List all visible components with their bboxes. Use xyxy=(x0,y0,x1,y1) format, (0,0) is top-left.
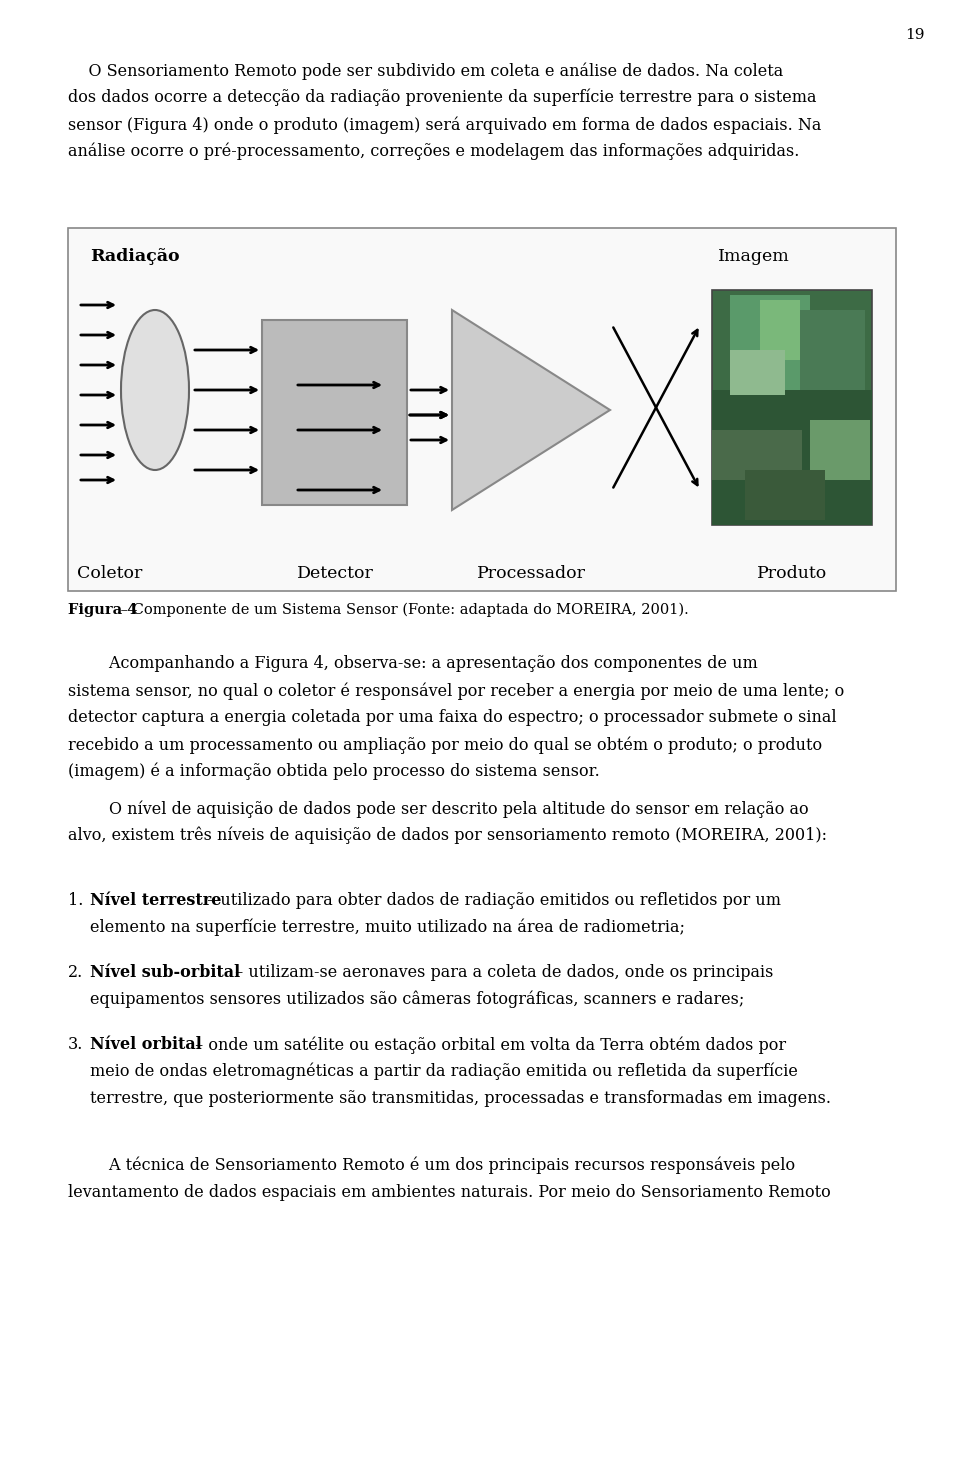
Text: 1.: 1. xyxy=(68,892,84,910)
Text: 2.: 2. xyxy=(68,965,84,981)
Bar xyxy=(800,310,865,390)
Text: terrestre, que posteriormente são transmitidas, processadas e transformadas em i: terrestre, que posteriormente são transm… xyxy=(90,1091,831,1107)
Text: Nível terrestre: Nível terrestre xyxy=(90,892,222,910)
Text: Nível sub-orbital: Nível sub-orbital xyxy=(90,965,240,981)
Text: Figura 4: Figura 4 xyxy=(68,603,137,617)
Text: Radiação: Radiação xyxy=(90,248,180,266)
Text: dos dados ocorre a detecção da radiação proveniente da superfície terrestre para: dos dados ocorre a detecção da radiação … xyxy=(68,89,817,107)
Text: sistema sensor, no qual o coletor é responsável por receber a energia por meio d: sistema sensor, no qual o coletor é resp… xyxy=(68,683,844,699)
Text: Imagem: Imagem xyxy=(718,248,790,266)
Text: levantamento de dados espaciais em ambientes naturais. Por meio do Sensoriamento: levantamento de dados espaciais em ambie… xyxy=(68,1184,830,1201)
Text: equipamentos sensores utilizados são câmeras fotográficas, scanners e radares;: equipamentos sensores utilizados são câm… xyxy=(90,991,744,1009)
Text: sensor (Figura 4) onde o produto (imagem) será arquivado em forma de dados espac: sensor (Figura 4) onde o produto (imagem… xyxy=(68,116,822,134)
Text: meio de ondas eletromagnéticas a partir da radiação emitida ou refletida da supe: meio de ondas eletromagnéticas a partir … xyxy=(90,1063,798,1080)
Text: O Sensoriamento Remoto pode ser subdivido em coleta e análise de dados. Na colet: O Sensoriamento Remoto pode ser subdivid… xyxy=(68,62,783,80)
Text: 19: 19 xyxy=(905,28,924,42)
Text: – Componente de um Sistema Sensor (Fonte: adaptada do MOREIRA, 2001).: – Componente de um Sistema Sensor (Fonte… xyxy=(116,603,688,617)
Text: Produto: Produto xyxy=(756,565,828,582)
Text: A técnica de Sensoriamento Remoto é um dos principais recursos responsáveis pelo: A técnica de Sensoriamento Remoto é um d… xyxy=(68,1158,795,1174)
Bar xyxy=(730,350,785,395)
Text: (imagem) é a informação obtida pelo processo do sistema sensor.: (imagem) é a informação obtida pelo proc… xyxy=(68,763,600,781)
Text: – onde um satélite ou estação orbital em volta da Terra obtém dados por: – onde um satélite ou estação orbital em… xyxy=(190,1036,786,1054)
Bar xyxy=(760,300,800,361)
Text: Nível orbital: Nível orbital xyxy=(90,1036,202,1054)
Text: elemento na superfície terrestre, muito utilizado na área de radiometria;: elemento na superfície terrestre, muito … xyxy=(90,919,685,936)
Text: alvo, existem três níveis de aquisição de dados por sensoriamento remoto (MOREIR: alvo, existem três níveis de aquisição d… xyxy=(68,827,827,844)
Bar xyxy=(745,470,825,519)
Bar xyxy=(712,430,802,479)
Text: – utilizam-se aeronaves para a coleta de dados, onde os principais: – utilizam-se aeronaves para a coleta de… xyxy=(230,965,774,981)
Text: Coletor: Coletor xyxy=(78,565,143,582)
Text: análise ocorre o pré-processamento, correções e modelagem das informações adquir: análise ocorre o pré-processamento, corr… xyxy=(68,142,800,160)
Text: – utilizado para obter dados de radiação emitidos ou refletidos por um: – utilizado para obter dados de radiação… xyxy=(202,892,781,910)
Text: Detector: Detector xyxy=(297,565,373,582)
Bar xyxy=(68,229,896,591)
Text: detector captura a energia coletada por uma faixa do espectro; o processador sub: detector captura a energia coletada por … xyxy=(68,709,836,726)
Bar xyxy=(730,295,810,395)
Text: recebido a um processamento ou ampliação por meio do qual se obtém o produto; o : recebido a um processamento ou ampliação… xyxy=(68,736,822,754)
Text: O nível de aquisição de dados pode ser descrito pela altitude do sensor em relaç: O nível de aquisição de dados pode ser d… xyxy=(68,800,808,818)
Polygon shape xyxy=(452,310,610,510)
Text: Processador: Processador xyxy=(476,565,586,582)
Bar xyxy=(712,289,872,525)
Bar xyxy=(810,420,870,479)
Bar xyxy=(262,321,407,505)
Text: 3.: 3. xyxy=(68,1036,84,1054)
Bar xyxy=(712,390,872,525)
Ellipse shape xyxy=(121,310,189,470)
Text: Acompanhando a Figura 4, observa-se: a apresentação dos componentes de um: Acompanhando a Figura 4, observa-se: a a… xyxy=(68,654,757,672)
